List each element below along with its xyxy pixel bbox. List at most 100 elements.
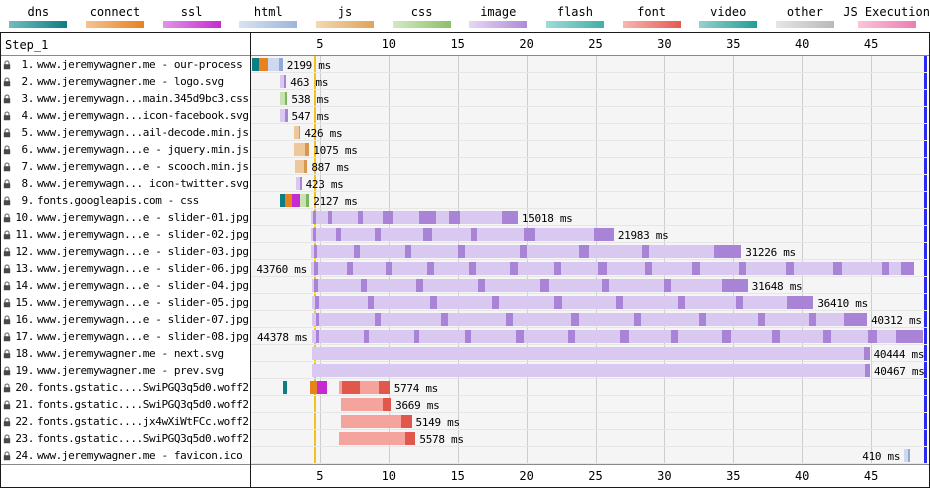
bar-segment-image[interactable] (423, 228, 432, 241)
request-row[interactable]: 9. fonts.googleapis.com - css (1, 192, 250, 209)
waterfall-row[interactable]: 2199 ms (251, 56, 927, 73)
bar-segment-font[interactable] (383, 398, 392, 411)
bar-segment-font[interactable] (401, 415, 412, 428)
bar-segment-image[interactable] (678, 296, 686, 309)
bar-segment-image[interactable] (895, 330, 924, 343)
bar-segment-image_light[interactable] (311, 313, 868, 326)
request-row[interactable]: 20. fonts.gstatic....SwiPGQ3q5d0.woff2 (1, 379, 250, 396)
bar-segment-connect[interactable] (259, 58, 268, 71)
bar-segment-image[interactable] (602, 279, 610, 292)
bar-segment-image_light[interactable] (295, 177, 300, 190)
bar-segment-html_light[interactable] (267, 58, 280, 71)
bar-segment-dns[interactable] (251, 58, 260, 71)
bar-segment-image[interactable] (315, 296, 319, 309)
bar-segment-image_light[interactable] (310, 228, 614, 241)
bar-segment-image[interactable] (540, 279, 549, 292)
request-row[interactable]: 16. www.jeremywagn...e - slider-07.jpg (1, 311, 250, 328)
bar-segment-image[interactable] (419, 211, 436, 224)
request-row[interactable]: 24. www.jeremywagner.me - favicon.ico (1, 447, 250, 464)
request-row[interactable]: 7. www.jeremywagn...e - scooch.min.js (1, 158, 250, 175)
bar-segment-css[interactable] (284, 92, 288, 105)
bar-segment-image[interactable] (347, 262, 353, 275)
bar-segment-image[interactable] (882, 262, 889, 275)
bar-segment-image[interactable] (722, 279, 748, 292)
request-row[interactable]: 11. www.jeremywagn...e - slider-02.jpg (1, 226, 250, 243)
request-row[interactable]: 5. www.jeremywagn...ail-decode.min.js (1, 124, 250, 141)
bar-segment-image[interactable] (664, 279, 672, 292)
bar-segment-image[interactable] (285, 109, 288, 122)
bar-segment-image[interactable] (901, 262, 914, 275)
request-row[interactable]: 18. www.jeremywagner.me - next.svg (1, 345, 250, 362)
waterfall-row[interactable]: 31226 ms (251, 243, 927, 260)
waterfall-row[interactable]: 1075 ms (251, 141, 927, 158)
bar-segment-font[interactable] (341, 381, 360, 394)
waterfall-row[interactable]: 40444 ms (251, 345, 927, 362)
bar-segment-image[interactable] (363, 330, 370, 343)
bar-segment-image[interactable] (567, 330, 575, 343)
bar-segment-dns[interactable] (279, 194, 286, 207)
bar-segment-image[interactable] (478, 279, 486, 292)
bar-segment-image[interactable] (328, 211, 333, 224)
bar-segment-image[interactable] (505, 313, 513, 326)
bar-segment-font_light[interactable] (338, 432, 416, 445)
bar-segment-image[interactable] (416, 279, 424, 292)
request-row[interactable]: 3. www.jeremywagn...main.345d9bc3.css (1, 90, 250, 107)
bar-segment-image[interactable] (313, 228, 317, 241)
waterfall-row[interactable]: 3669 ms (251, 396, 927, 413)
bar-segment-html_light[interactable] (904, 449, 909, 462)
waterfall-row[interactable]: 31648 ms (251, 277, 927, 294)
bar-segment-image_light[interactable] (312, 364, 870, 377)
waterfall-row[interactable]: 547 ms (251, 107, 927, 124)
request-row[interactable]: 4. www.jeremywagn...icon-facebook.svg (1, 107, 250, 124)
request-row[interactable]: 21. fonts.gstatic....SwiPGQ3q5d0.woff2 (1, 396, 250, 413)
bar-segment-js_light[interactable] (295, 160, 305, 173)
bar-segment-image[interactable] (501, 211, 518, 224)
bar-segment-image[interactable] (616, 296, 624, 309)
request-row[interactable]: 19. www.jeremywagner.me - prev.svg (1, 362, 250, 379)
bar-segment-js[interactable] (305, 143, 310, 156)
waterfall-row[interactable]: 463 ms (251, 73, 927, 90)
bar-segment-image[interactable] (314, 279, 318, 292)
waterfall-row[interactable]: 44378 ms (251, 328, 927, 345)
bar-segment-font[interactable] (379, 381, 390, 394)
bar-segment-image_light[interactable] (311, 330, 924, 343)
bar-segment-image[interactable] (832, 262, 843, 275)
bar-segment-image[interactable] (315, 330, 320, 343)
request-row[interactable]: 14. www.jeremywagn...e - slider-04.jpg (1, 277, 250, 294)
bar-segment-image[interactable] (594, 228, 614, 241)
request-row[interactable]: 2. www.jeremywagner.me - logo.svg (1, 73, 250, 90)
waterfall-row[interactable]: 887 ms (251, 158, 927, 175)
bar-segment-image[interactable] (492, 296, 500, 309)
bar-segment-image[interactable] (515, 330, 524, 343)
bar-segment-font_light[interactable] (340, 398, 392, 411)
bar-segment-image[interactable] (620, 330, 629, 343)
bar-segment-image[interactable] (523, 228, 535, 241)
bar-segment-image[interactable] (809, 313, 816, 326)
bar-segment-image[interactable] (464, 330, 472, 343)
bar-segment-html[interactable] (279, 58, 283, 71)
bar-segment-image[interactable] (468, 262, 476, 275)
bar-segment-image_light[interactable] (279, 75, 285, 88)
bar-segment-image[interactable] (822, 330, 832, 343)
bar-segment-image[interactable] (375, 313, 381, 326)
bar-segment-css_light[interactable] (299, 194, 307, 207)
bar-segment-dns[interactable] (282, 381, 288, 394)
bar-segment-image[interactable] (785, 262, 794, 275)
request-row[interactable]: 1. www.jeremywagner.me - our-process (1, 56, 250, 73)
bar-segment-image[interactable] (642, 245, 650, 258)
bar-segment-image[interactable] (738, 262, 746, 275)
request-row[interactable]: 6. www.jeremywagn...e - jquery.min.js (1, 141, 250, 158)
bar-segment-image[interactable] (386, 262, 392, 275)
bar-segment-image[interactable] (691, 262, 701, 275)
bar-segment-js_light[interactable] (294, 143, 306, 156)
bar-segment-image[interactable] (427, 262, 435, 275)
waterfall-row[interactable]: 40467 ms (251, 362, 927, 379)
bar-segment-image[interactable] (457, 245, 465, 258)
bar-segment-image[interactable] (736, 296, 743, 309)
bar-segment-image[interactable] (284, 75, 287, 88)
bar-segment-image[interactable] (864, 347, 870, 360)
waterfall-row[interactable]: 538 ms (251, 90, 927, 107)
bar-segment-image[interactable] (510, 262, 519, 275)
bar-segment-image[interactable] (570, 313, 579, 326)
request-row[interactable]: 10. www.jeremywagn...e - slider-01.jpg (1, 209, 250, 226)
